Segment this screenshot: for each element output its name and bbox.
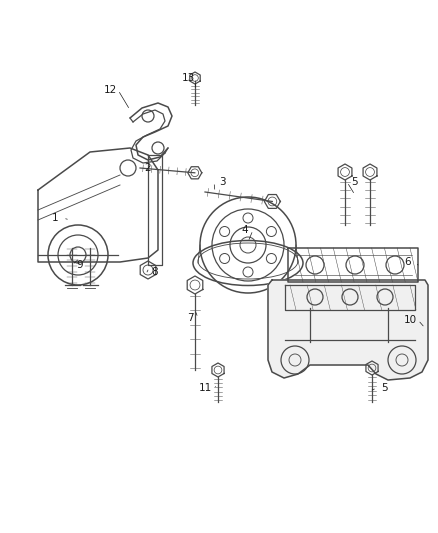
Text: 9: 9 [77,260,83,270]
Text: 2: 2 [145,163,151,173]
Text: 7: 7 [187,313,193,323]
Text: 3: 3 [219,177,225,187]
Polygon shape [268,280,428,380]
Text: 1: 1 [52,213,58,223]
Text: 5: 5 [352,177,358,187]
Text: 13: 13 [181,73,194,83]
Text: 6: 6 [405,257,411,267]
Text: 10: 10 [403,315,417,325]
Text: 11: 11 [198,383,212,393]
Text: 8: 8 [152,267,158,277]
Text: 12: 12 [103,85,117,95]
Text: 5: 5 [381,383,389,393]
Text: 4: 4 [242,225,248,235]
